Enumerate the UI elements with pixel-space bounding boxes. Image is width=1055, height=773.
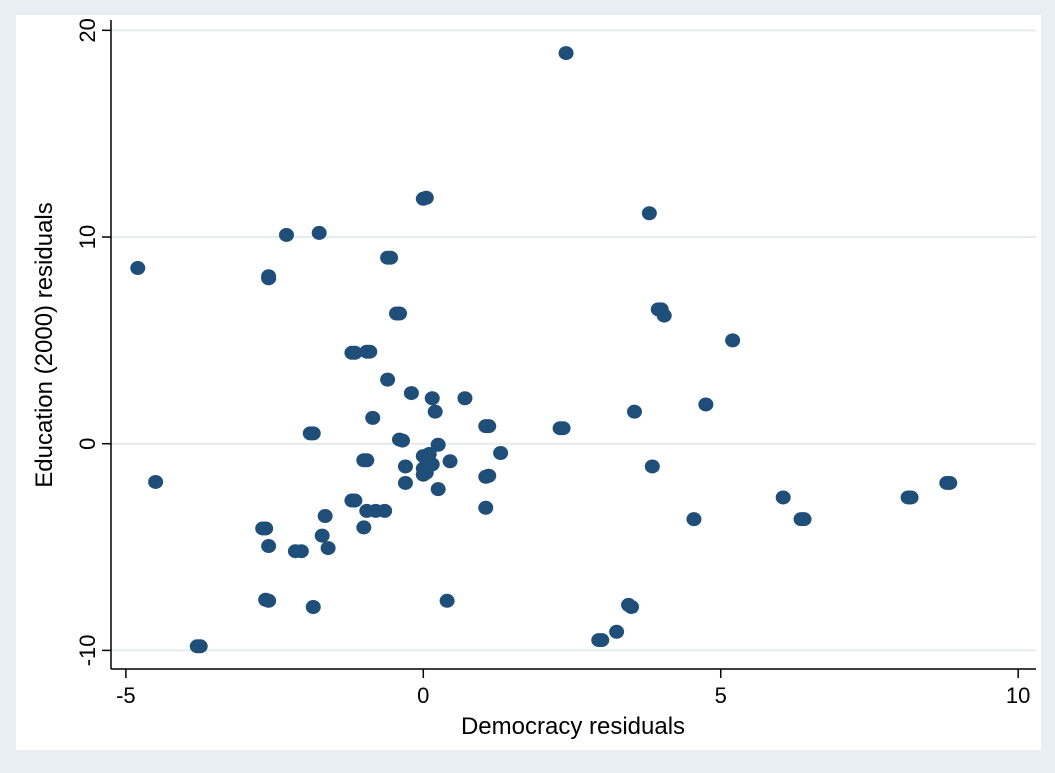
- data-point: [558, 46, 574, 61]
- data-point: [942, 475, 958, 490]
- data-point: [481, 468, 497, 483]
- figure-panel: [16, 15, 1041, 750]
- data-point: [609, 624, 625, 639]
- data-point: [397, 459, 413, 474]
- data-point: [347, 493, 363, 508]
- data-point: [148, 474, 164, 489]
- data-point: [644, 459, 660, 474]
- y-tick-label-2: 10: [75, 225, 100, 249]
- data-point: [493, 446, 509, 461]
- data-point: [380, 372, 396, 387]
- data-point: [397, 475, 413, 490]
- data-point: [320, 541, 336, 556]
- data-point: [427, 404, 443, 419]
- data-point: [362, 344, 378, 359]
- data-point: [775, 490, 791, 505]
- y-tick-label-1: 0: [75, 438, 100, 450]
- data-point: [258, 521, 274, 536]
- data-point: [796, 512, 812, 527]
- data-point: [641, 206, 657, 221]
- data-point: [594, 633, 610, 648]
- data-point: [555, 421, 571, 436]
- data-point: [261, 593, 277, 608]
- y-axis-ticks: -10 0 10 20: [75, 18, 111, 666]
- x-axis-ticks: -5 0 5 10: [116, 669, 1030, 708]
- data-point: [686, 512, 702, 527]
- data-point: [392, 306, 408, 321]
- data-point: [439, 593, 455, 608]
- data-point: [130, 261, 146, 276]
- data-point: [457, 391, 473, 406]
- data-points: [130, 46, 958, 654]
- data-point: [903, 490, 919, 505]
- gridlines: [111, 29, 1036, 652]
- y-tick-label-3: 20: [75, 18, 100, 42]
- data-point: [347, 345, 363, 360]
- data-point: [418, 465, 434, 480]
- y-axis-title: Education (2000) residuals: [31, 202, 58, 488]
- data-point: [359, 453, 375, 468]
- x-axis-title: Democracy residuals: [461, 713, 685, 740]
- data-point: [403, 386, 419, 401]
- data-point: [305, 599, 321, 614]
- data-point: [626, 404, 642, 419]
- data-point: [481, 419, 497, 434]
- y-tick-label-0: -10: [75, 634, 100, 666]
- data-point: [430, 437, 446, 452]
- data-point: [418, 190, 434, 205]
- data-point: [383, 250, 399, 265]
- x-tick-label-3: 10: [1006, 683, 1030, 708]
- axes: [110, 20, 1036, 670]
- data-point: [377, 503, 393, 518]
- x-tick-label-0: -5: [116, 683, 136, 708]
- data-point: [430, 482, 446, 497]
- data-point: [394, 433, 410, 448]
- data-point: [442, 454, 458, 469]
- data-point: [278, 227, 294, 242]
- data-point: [623, 599, 639, 614]
- data-point: [293, 544, 309, 559]
- data-point: [261, 539, 277, 554]
- data-point: [365, 410, 381, 425]
- data-point: [356, 520, 372, 535]
- data-point: [261, 271, 277, 286]
- data-point: [424, 391, 440, 406]
- data-point: [305, 426, 321, 441]
- data-point: [478, 500, 494, 515]
- data-point: [698, 397, 714, 412]
- data-point: [192, 639, 208, 654]
- x-tick-label-1: 0: [417, 683, 429, 708]
- data-point: [317, 509, 333, 524]
- data-point: [725, 333, 741, 348]
- x-tick-label-2: 5: [715, 683, 727, 708]
- data-point: [656, 308, 672, 323]
- data-point: [314, 528, 330, 543]
- data-point: [311, 225, 327, 240]
